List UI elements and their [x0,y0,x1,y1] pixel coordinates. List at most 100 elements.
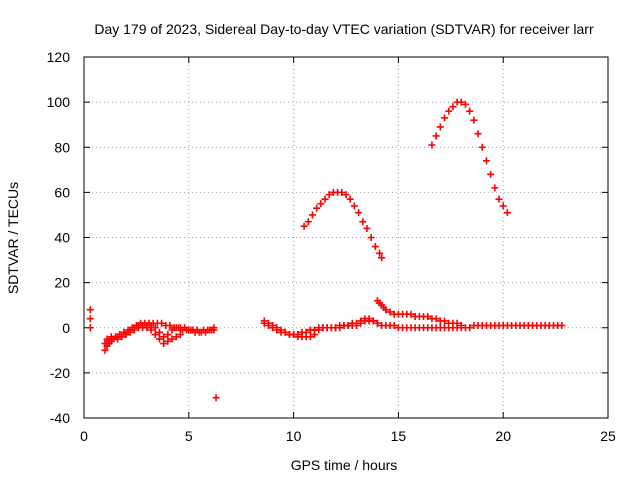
data-point [124,326,132,334]
data-point [132,321,140,329]
axis-ticks: 0 5 10 15 20 25 -40 -20 0 20 40 60 80 100 120 [47,49,616,444]
data-point [321,195,329,203]
data-point [158,319,166,327]
data-point [111,333,119,341]
data-point [386,308,394,316]
y-tick-label: 60 [54,184,70,200]
data-point [120,328,128,336]
data-point [491,184,499,192]
chart-title: Day 179 of 2023, Sidereal Day-to-day VTE… [94,21,594,37]
data-point [365,315,373,323]
data-point [457,98,465,106]
data-point [371,243,379,251]
data-point [436,123,444,131]
data-point [369,317,377,325]
data-point [168,335,176,343]
data-point [101,340,109,348]
data-point [441,317,449,325]
data-point [466,324,474,332]
y-tick-label: -20 [50,365,70,381]
data-point [332,324,340,332]
data-point [449,103,457,111]
y-tick-label: 120 [47,49,71,65]
data-point [407,310,415,318]
data-point [273,326,281,334]
plot-frame [83,56,609,419]
data-point [164,337,172,345]
data-point [357,317,365,325]
data-point [304,218,312,226]
data-point [346,195,354,203]
data-point [86,315,94,323]
data-point [264,321,272,329]
data-point [457,321,465,329]
data-point [116,331,124,339]
x-tick-label: 10 [286,428,302,444]
y-tick-label: 100 [47,94,71,110]
data-point [313,204,321,212]
y-tick-label: -40 [50,410,70,426]
data-point [432,132,440,140]
data-point [355,209,363,217]
data-point [294,331,302,339]
data-point [373,319,381,327]
data-point [367,234,375,241]
data-point [164,331,172,339]
data-point [281,328,289,336]
data-point [212,394,220,402]
data-point [143,324,151,332]
grid-lines [84,57,608,418]
data-point [155,328,163,336]
data-point [558,321,566,329]
data-point [499,202,507,210]
data-point [378,254,386,262]
data-point [474,130,482,138]
data-point [432,315,440,323]
data-point [317,200,325,208]
data-point [453,319,461,327]
data-point [342,191,350,199]
data-point [495,195,503,203]
data-point [269,324,277,332]
data-point [441,114,449,122]
y-tick-label: 0 [62,320,70,336]
data-point [260,319,268,327]
data-point [325,191,333,199]
data-point [160,340,168,348]
y-axis-label: SDTVAR / TECUs [5,182,21,294]
data-point [352,319,360,327]
x-tick-label: 15 [391,428,407,444]
data-point [428,141,436,149]
data-point [160,333,168,341]
data-point [478,143,486,151]
data-point [151,324,159,332]
x-tick-label: 20 [495,428,511,444]
data-point [174,324,182,332]
data-point [155,335,163,343]
data-point [195,328,203,336]
data-point [306,333,314,341]
data-point [308,211,316,219]
data-point [487,170,495,178]
data-point [424,312,432,320]
x-tick-label: 5 [185,428,193,444]
y-tick-label: 20 [54,275,70,291]
x-tick-label: 0 [80,428,88,444]
data-point [382,306,390,314]
data-point [187,326,195,334]
data-point [210,324,218,332]
data-point [363,224,371,232]
y-tick-label: 40 [54,230,70,246]
y-tick-label: 80 [54,139,70,155]
data-point [466,107,474,115]
data-point [315,326,323,334]
data-point [302,328,310,336]
data-point [344,321,352,329]
x-axis-label: GPS time / hours [291,457,398,473]
data-point [350,202,358,210]
data-point [445,107,453,115]
data-point [166,321,174,329]
data-point [151,331,159,339]
data-point [470,116,478,124]
